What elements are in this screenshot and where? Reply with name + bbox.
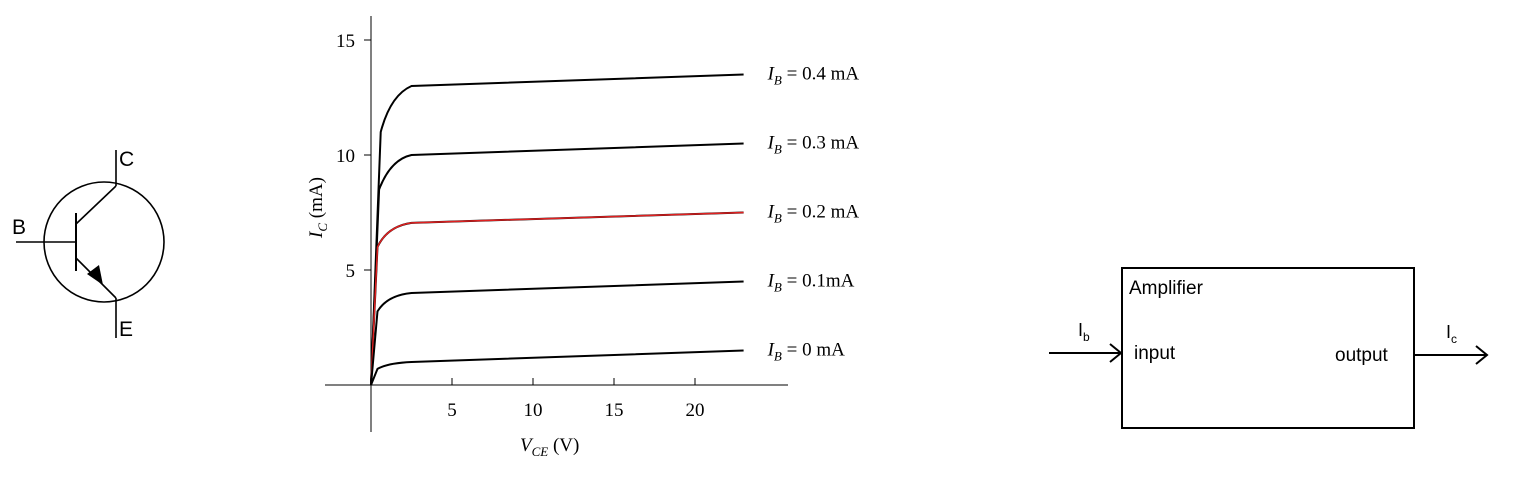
amplifier-output-label: output <box>1335 345 1389 366</box>
curve-labels: IB = 0.4 mA IB = 0.3 mA IB = 0.2 mA IB = 0.… <box>767 64 860 364</box>
input-arrow-icon <box>1109 343 1123 363</box>
curve-label: IB = 0.4 mA <box>767 64 860 88</box>
x-tick-label: 5 <box>447 400 457 421</box>
ib-curve <box>370 349 744 386</box>
amplifier-box <box>1121 267 1415 429</box>
x-ticks: 5 10 15 20 <box>447 378 705 421</box>
y-axis-label: IC (mA) <box>306 177 330 239</box>
collector-diagonal <box>75 185 117 225</box>
ib-curve <box>370 142 744 386</box>
x-tick-label: 10 <box>524 400 543 421</box>
y-ticks: 5 10 15 <box>336 31 371 282</box>
x-tick-label: 20 <box>686 400 705 421</box>
ib-curve <box>370 280 744 386</box>
output-arrow-icon <box>1475 345 1489 365</box>
base-label: B <box>12 216 26 239</box>
curve-label: IB = 0.1mA <box>767 271 855 295</box>
output-signal-label: Ic <box>1446 322 1457 346</box>
collector-label: C <box>119 148 134 171</box>
curves <box>370 73 744 386</box>
amplifier-input-label: input <box>1134 343 1176 364</box>
y-tick-label: 15 <box>336 31 355 52</box>
input-signal-label: Ib <box>1078 320 1090 344</box>
amplifier-title: Amplifier <box>1129 278 1204 299</box>
curve-label: IB = 0 mA <box>767 340 846 364</box>
amplifier-block: Amplifier input output Ib Ic <box>1049 267 1489 429</box>
x-tick-label: 15 <box>605 400 624 421</box>
x-axis-label: VCE (V) <box>520 435 579 459</box>
emitter-label: E <box>119 318 133 341</box>
highlighted-ib-curve <box>370 211 744 386</box>
emitter-arrow-icon <box>87 265 103 285</box>
ib-curve <box>370 211 744 386</box>
curve-label: IB = 0.3 mA <box>767 133 860 157</box>
y-tick-label: 10 <box>336 146 355 167</box>
curve-label: IB = 0.2 mA <box>767 202 860 226</box>
y-tick-label: 5 <box>346 261 356 282</box>
ib-curve <box>370 73 744 386</box>
npn-transistor-symbol <box>16 150 165 338</box>
